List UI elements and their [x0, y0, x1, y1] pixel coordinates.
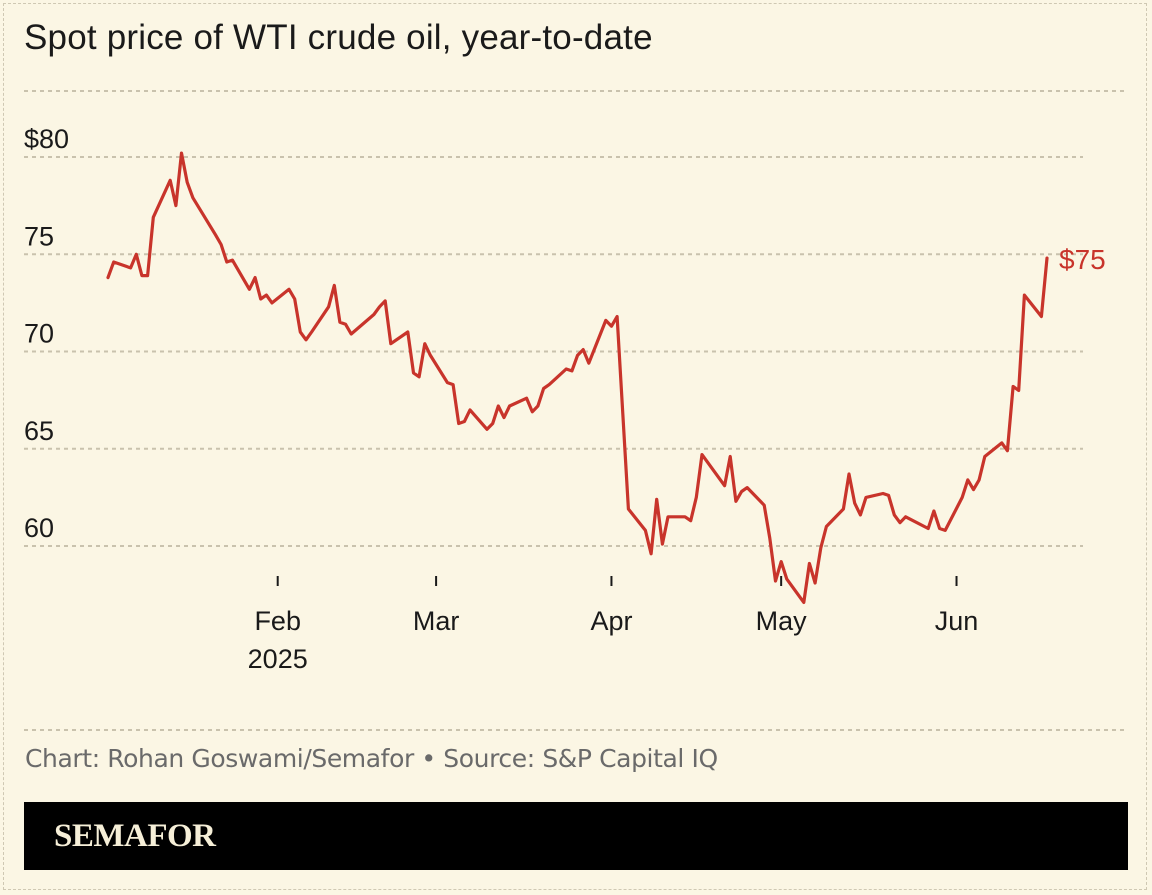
source-credit: Chart: Rohan Goswami/Semafor • Source: S…	[25, 744, 718, 773]
y-tick-label: 70	[24, 319, 54, 349]
grid-lines	[24, 156, 1083, 547]
y-tick-label: 65	[24, 416, 54, 446]
end-value-label: $75	[1059, 244, 1106, 275]
y-tick-label: 75	[24, 221, 54, 251]
wti-price-line	[106, 151, 1049, 605]
semafor-logo: SEMAFOR	[54, 818, 216, 854]
series-layer	[106, 151, 1049, 605]
y-axis-labels: $80 75 70 65 60	[24, 124, 69, 543]
chart-card	[3, 3, 1147, 890]
brand-bar: SEMAFOR	[24, 802, 1128, 870]
x-tick-year-label: 2025	[248, 644, 308, 674]
chart-title: Spot price of WTI crude oil, year-to-dat…	[24, 18, 653, 57]
x-tick-label: Mar	[413, 606, 460, 636]
x-tick-label: Apr	[590, 606, 632, 636]
x-tick-label: May	[756, 606, 808, 636]
x-tick-label: Jun	[935, 606, 979, 636]
y-tick-label: 60	[24, 513, 54, 543]
y-tick-label: $80	[24, 124, 69, 154]
x-axis: Feb 2025 Mar Apr May Jun	[248, 576, 979, 674]
x-tick-label: Feb	[254, 606, 301, 636]
